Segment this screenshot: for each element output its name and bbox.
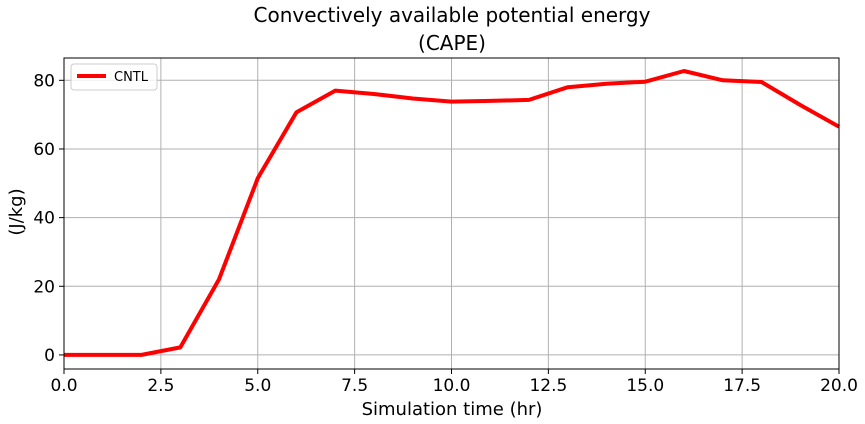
y-tick-label: 80 <box>33 71 55 91</box>
legend: CNTL <box>70 63 158 91</box>
x-tick-label: 0.0 <box>50 376 77 396</box>
series-line-cntl <box>64 69 840 357</box>
x-tick-label: 10.0 <box>433 376 471 396</box>
x-tick-label: 20.0 <box>820 376 858 396</box>
chart-title: Convectively available potential energy <box>254 3 651 27</box>
y-tick-label: 0 <box>44 346 55 366</box>
y-tick-label: 60 <box>33 140 55 160</box>
x-tick-label: 2.5 <box>147 376 174 396</box>
x-tick-label: 12.5 <box>529 376 567 396</box>
series-layer <box>64 69 840 357</box>
y-tick-label: 40 <box>33 209 55 229</box>
y-axis-label: (J/kg) <box>6 188 27 235</box>
y-tick-label: 20 <box>33 277 55 297</box>
x-tick-label: 15.0 <box>626 376 664 396</box>
x-tick-label: 17.5 <box>723 376 761 396</box>
x-axis-label: Simulation time (hr) <box>362 399 543 420</box>
grid-lines <box>63 58 840 369</box>
legend-label-cntl: CNTL <box>114 70 149 85</box>
axis-ticks: 0.0 2.5 5.0 7.5 10.0 12.5 15.0 17.5 20.0 0 20 40 60 8… <box>33 71 858 396</box>
chart-subtitle: (CAPE) <box>418 31 486 55</box>
x-tick-label: 7.5 <box>341 376 368 396</box>
legend-box <box>70 63 158 91</box>
x-tick-label: 5.0 <box>244 376 271 396</box>
